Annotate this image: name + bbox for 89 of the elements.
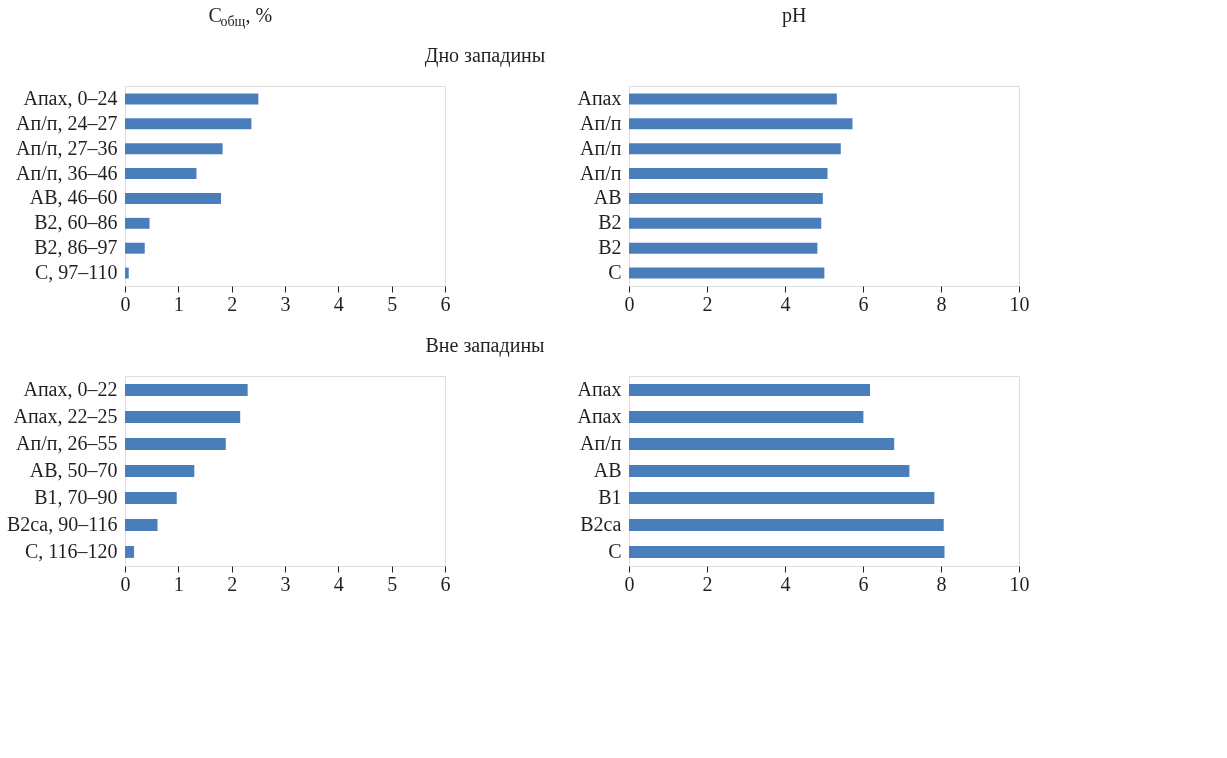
y-tick-label: В1 [598, 485, 622, 508]
x-tick-label: 6 [858, 292, 869, 315]
bar [629, 217, 822, 229]
bar [125, 242, 145, 254]
x-tick-label: 5 [387, 572, 398, 595]
y-tick-label: АВ, 46‒60 [29, 186, 118, 209]
bar [629, 192, 823, 204]
y-tick-label: Апах, 22‒25 [13, 405, 118, 428]
y-tick-label: Ап/п, 36‒46 [16, 161, 118, 184]
x-tick-label: 0 [120, 572, 131, 595]
x-tick-label: 1 [173, 572, 184, 595]
y-tick-label: В2 [598, 211, 622, 234]
y-tick-label: Ап/п, 24‒27 [16, 111, 118, 134]
x-tick-label: 5 [387, 292, 398, 315]
bar [629, 143, 841, 155]
bar [125, 411, 241, 423]
y-tick-label: В2, 60‒86 [34, 211, 118, 234]
bar [629, 93, 837, 105]
y-tick-label: Апах [577, 405, 622, 428]
y-tick-label: С, 116‒120 [24, 539, 118, 562]
bar [125, 217, 150, 229]
bar [125, 465, 195, 477]
y-tick-label: АВ, 50‒70 [29, 459, 118, 481]
bar [125, 267, 129, 279]
x-tick-label: 0 [120, 292, 131, 315]
bar [125, 192, 221, 204]
x-tick-label: 4 [780, 292, 791, 315]
bar [629, 168, 828, 180]
bar [629, 438, 895, 450]
x-tick-label: 1 [173, 292, 184, 315]
bar [125, 118, 252, 130]
x-tick-label: 10 [1009, 572, 1030, 595]
bar [629, 465, 910, 477]
bar [125, 546, 135, 558]
bar [125, 93, 259, 105]
y-tick-label: В2 [598, 236, 622, 259]
y-tick-label: Ап/п, 26‒55 [16, 432, 118, 455]
y-tick-label: Ап/п [580, 111, 622, 134]
x-tick-label: 3 [280, 292, 291, 315]
y-tick-label: АВ [593, 186, 622, 209]
bar [125, 384, 248, 396]
x-tick-label: 6 [440, 572, 451, 595]
y-tick-label: Ап/п [580, 136, 622, 159]
x-tick-label: 4 [780, 572, 791, 595]
x-tick-label: 0 [624, 292, 635, 315]
y-tick-label: АВ [593, 459, 622, 481]
y-tick-label: С, 97‒110 [34, 261, 118, 284]
y-tick-label: Апах [577, 86, 622, 109]
chart-title: pH [782, 4, 807, 27]
x-tick-label: 3 [280, 572, 291, 595]
bar [629, 384, 871, 396]
x-tick-label: 2 [702, 572, 713, 595]
y-tick-label: В2, 86‒97 [34, 236, 118, 259]
y-tick-label: С [608, 539, 622, 562]
y-tick-label: В2са [580, 512, 622, 535]
y-tick-label: Ап/п [580, 161, 622, 184]
bar [629, 492, 935, 504]
x-tick-label: 8 [936, 292, 947, 315]
y-tick-label: В2са, 90‒116 [6, 512, 118, 535]
bar [125, 492, 177, 504]
y-tick-label: Ап/п, 27‒36 [16, 136, 118, 159]
y-tick-label: Апах, 0‒22 [23, 378, 118, 401]
x-tick-label: 2 [227, 292, 238, 315]
y-tick-label: В1, 70‒90 [34, 485, 118, 508]
x-tick-label: 6 [858, 572, 869, 595]
x-tick-label: 6 [440, 292, 451, 315]
bar [629, 267, 825, 279]
bar [629, 519, 944, 531]
x-tick-label: 8 [936, 572, 947, 595]
bar [125, 519, 158, 531]
y-tick-label: Апах, 0‒24 [23, 86, 118, 109]
bar [125, 438, 226, 450]
y-tick-label: Апах [577, 378, 622, 401]
chart-subtitle: Дно западины [424, 44, 546, 67]
bar [629, 411, 864, 423]
x-tick-label: 4 [333, 292, 344, 315]
x-tick-label: 2 [702, 292, 713, 315]
x-tick-label: 10 [1009, 292, 1030, 315]
bar [629, 546, 945, 558]
x-tick-label: 2 [227, 572, 238, 595]
y-tick-label: Ап/п [580, 432, 622, 455]
y-tick-label: С [608, 261, 622, 284]
x-tick-label: 4 [333, 572, 344, 595]
bar [125, 168, 197, 180]
bar [629, 118, 853, 130]
bar [629, 242, 818, 254]
bar [125, 143, 223, 155]
chart-subtitle: Вне западины [425, 334, 545, 357]
x-tick-label: 0 [624, 572, 635, 595]
